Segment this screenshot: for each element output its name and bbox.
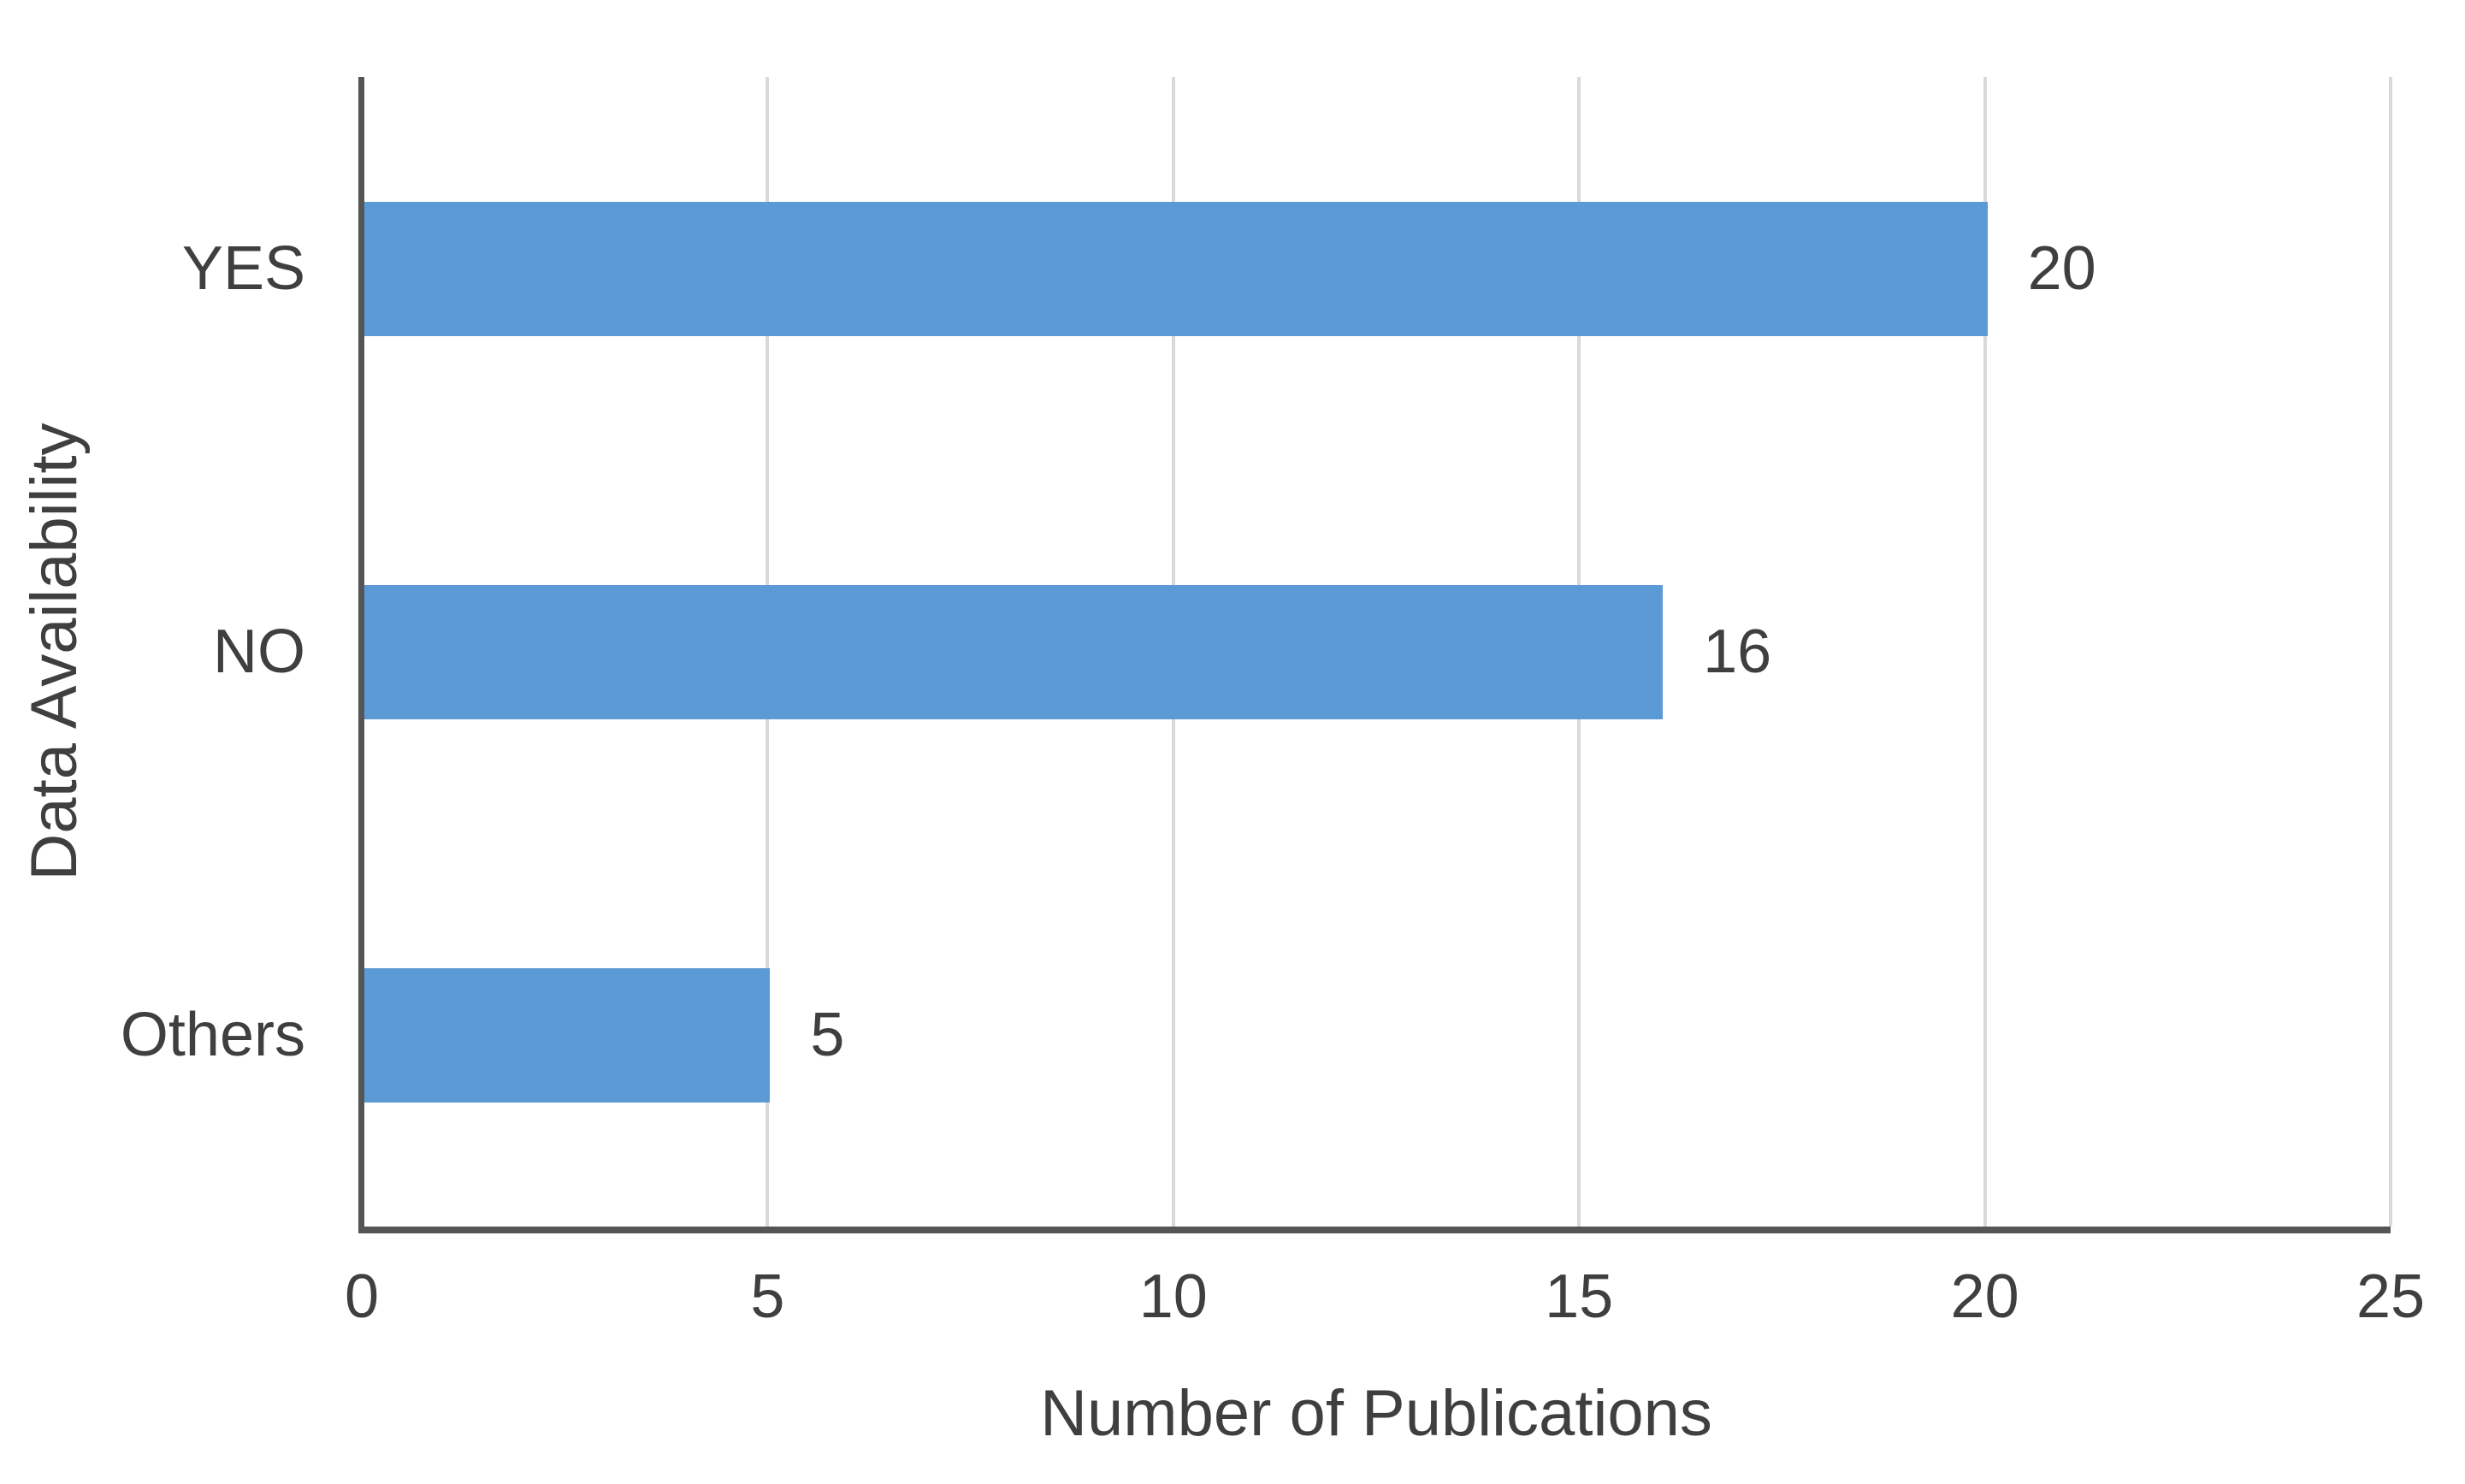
- bar-no: [364, 584, 1664, 719]
- x-tick-label-5: 5: [750, 1262, 785, 1331]
- x-axis-line: [358, 1227, 2391, 1233]
- bar-value-label-yes: 20: [2027, 234, 2096, 303]
- x-tick-label-10: 10: [1138, 1262, 1208, 1331]
- x-tick-label-25: 25: [2356, 1262, 2426, 1331]
- gridline-x-25: [2389, 77, 2392, 1227]
- category-label-others: Others: [120, 1001, 305, 1069]
- bar-value-label-others: 5: [810, 1001, 845, 1069]
- gridline-x-20: [1983, 77, 1987, 1227]
- x-axis-title: Number of Publications: [1040, 1377, 1712, 1450]
- category-label-yes: YES: [181, 234, 305, 303]
- x-tick-label-0: 0: [344, 1262, 380, 1331]
- y-axis-line: [358, 77, 364, 1227]
- category-label-no: NO: [213, 618, 305, 686]
- plot-area: 20 16 5: [358, 77, 2392, 1233]
- bar-others: [364, 967, 771, 1103]
- bar-yes: [364, 201, 1988, 336]
- y-axis-title: Data Availability: [18, 423, 91, 881]
- bar-value-label-no: 16: [1703, 618, 1772, 686]
- x-tick-label-15: 15: [1545, 1262, 1614, 1331]
- x-tick-label-20: 20: [1950, 1262, 2019, 1331]
